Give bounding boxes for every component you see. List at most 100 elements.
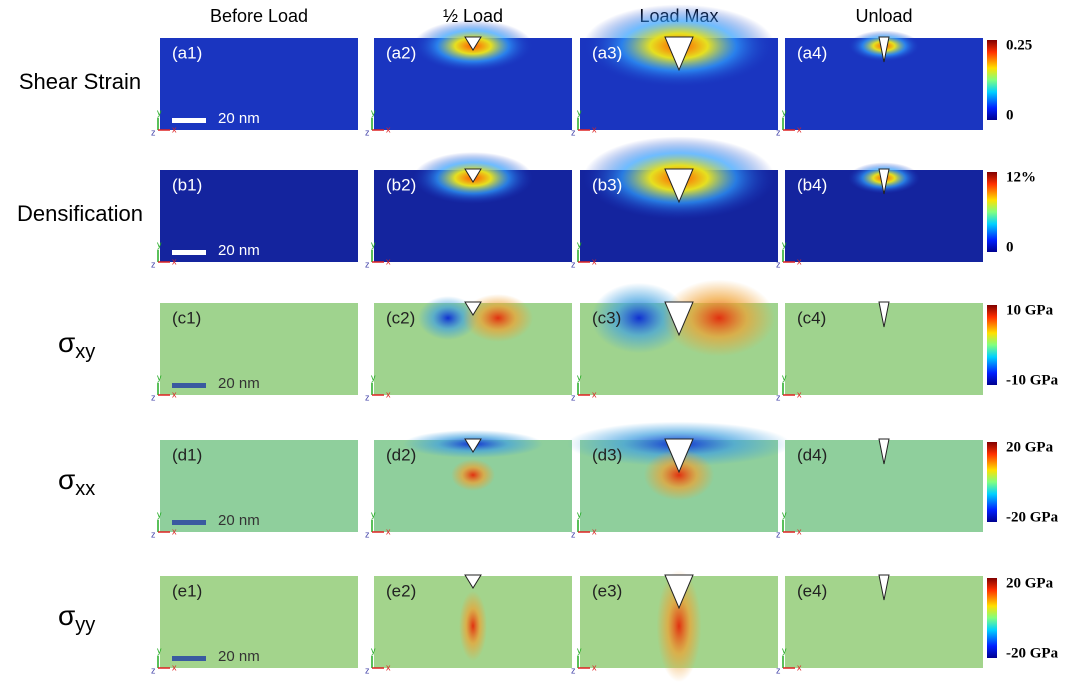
axis-z-label: z: [571, 127, 576, 137]
axis-y-label: y: [577, 645, 582, 655]
axis-x-label: x: [386, 389, 391, 399]
row-label: Densification: [17, 201, 143, 226]
panel-label: (a2): [386, 43, 416, 62]
axis-y-label: y: [782, 509, 787, 519]
panel: [160, 170, 358, 262]
axis-x-label: x: [172, 389, 177, 399]
axis-y-label: y: [157, 107, 162, 117]
panel-label: (d1): [172, 445, 202, 464]
colorbar-max: 12%: [1006, 169, 1036, 185]
axis-z-label: z: [151, 127, 156, 137]
axis-y-label: y: [782, 372, 787, 382]
panel-label: (d2): [386, 445, 416, 464]
panel: [160, 303, 358, 395]
symbol: σ: [58, 327, 75, 358]
scale-bar: [172, 250, 206, 255]
axis-x-label: x: [172, 124, 177, 134]
subscript: xx: [75, 478, 95, 500]
hotspot: [451, 459, 495, 491]
hotspot: [656, 570, 702, 682]
panel-label: (b4): [797, 175, 827, 194]
axis-z-label: z: [151, 529, 156, 539]
colorbar-max: 0.25: [1006, 37, 1032, 53]
scale-bar: [172, 656, 206, 661]
colorbar: [987, 305, 997, 385]
panel-label: (a3): [592, 43, 622, 62]
axis-x-label: x: [592, 662, 597, 672]
colorbar: [987, 578, 997, 658]
axis-z-label: z: [365, 259, 370, 269]
row-label: σyy: [58, 600, 95, 636]
axis-x-label: x: [386, 526, 391, 536]
axis-x-label: x: [172, 256, 177, 266]
scale-bar-label: 20 nm: [218, 242, 260, 259]
panel: [160, 440, 358, 532]
panel-label: (c2): [386, 308, 415, 327]
indent: [664, 168, 694, 204]
panel: [160, 38, 358, 130]
indent: [878, 438, 890, 465]
indent: [878, 36, 890, 63]
panel-label: (b1): [172, 175, 202, 194]
axis-z-label: z: [776, 259, 781, 269]
axis-y-label: y: [371, 107, 376, 117]
axis-z-label: z: [365, 392, 370, 402]
panel-label: (a4): [797, 43, 827, 62]
colorbar-min: -10 GPa: [1006, 372, 1059, 388]
axis-y-label: y: [577, 509, 582, 519]
axis-x-label: x: [797, 389, 802, 399]
indent: [664, 301, 694, 337]
axis-y-label: y: [577, 239, 582, 249]
panel-label: (e4): [797, 581, 827, 600]
axis-z-label: z: [776, 392, 781, 402]
scale-bar-label: 20 nm: [218, 512, 260, 529]
scale-bar: [172, 118, 206, 123]
panel-label: (c4): [797, 308, 826, 327]
panel-label: (e2): [386, 581, 416, 600]
axis-x-label: x: [797, 526, 802, 536]
scale-bar: [172, 520, 206, 525]
indent: [464, 438, 482, 453]
axis-y-label: y: [782, 645, 787, 655]
axis-x-label: x: [592, 124, 597, 134]
panel-label: (b2): [386, 175, 416, 194]
axis-z-label: z: [571, 259, 576, 269]
axis-x-label: x: [386, 256, 391, 266]
indent: [464, 574, 482, 589]
panel: [160, 576, 358, 668]
hotspot: [663, 279, 775, 357]
symbol: σ: [58, 600, 75, 631]
panel-label: (a1): [172, 43, 202, 62]
axis-z-label: z: [151, 665, 156, 675]
indent: [464, 36, 482, 51]
axis-x-label: x: [592, 526, 597, 536]
axis-x-label: x: [172, 526, 177, 536]
axis-y-label: y: [782, 239, 787, 249]
panel-label: (d4): [797, 445, 827, 464]
axis-z-label: z: [365, 665, 370, 675]
axis-x-label: x: [797, 124, 802, 134]
panel-label: (c3): [592, 308, 621, 327]
axis-y-label: y: [371, 372, 376, 382]
axis-y-label: y: [782, 107, 787, 117]
colorbar-min: -20 GPa: [1006, 509, 1059, 525]
axis-z-label: z: [571, 529, 576, 539]
axis-y-label: y: [157, 509, 162, 519]
scale-bar-label: 20 nm: [218, 110, 260, 127]
scale-bar-label: 20 nm: [218, 648, 260, 665]
colorbar: [987, 442, 997, 522]
axis-z-label: z: [365, 127, 370, 137]
colorbar-max: 10 GPa: [1006, 302, 1054, 318]
indent: [664, 36, 694, 72]
axis-z-label: z: [151, 392, 156, 402]
panel-label: (b3): [592, 175, 622, 194]
indent: [664, 574, 694, 610]
colorbar: [987, 172, 997, 252]
axis-x-label: x: [592, 256, 597, 266]
indent: [878, 301, 890, 328]
axis-x-label: x: [386, 662, 391, 672]
axis-y-label: y: [157, 645, 162, 655]
column-header: Unload: [855, 6, 912, 26]
axis-x-label: x: [797, 662, 802, 672]
